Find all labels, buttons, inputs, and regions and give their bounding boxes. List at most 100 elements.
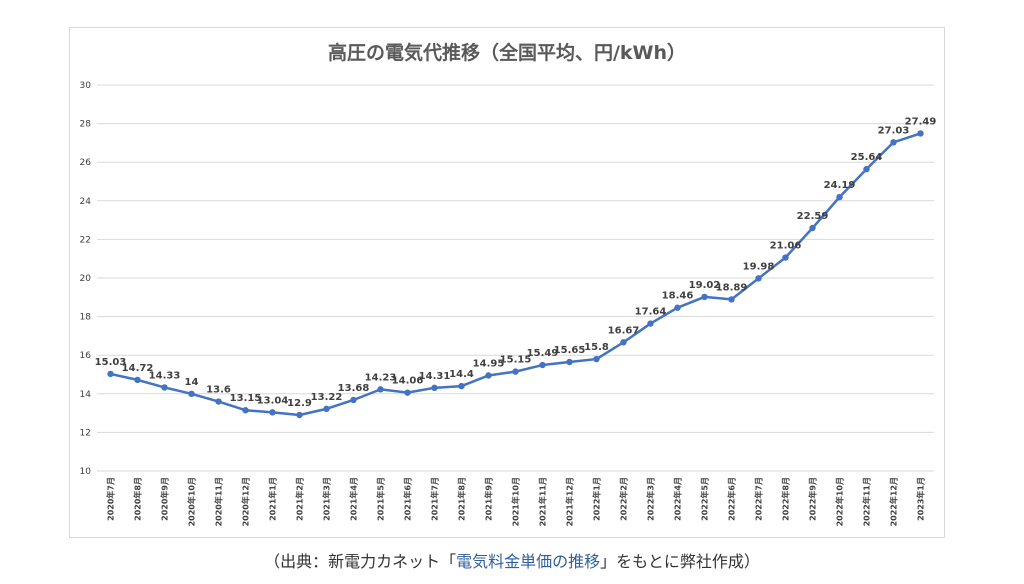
data-point bbox=[809, 224, 816, 232]
data-label: 27.49 bbox=[905, 116, 937, 127]
y-tick-label: 24 bbox=[80, 197, 92, 207]
data-label: 16.67 bbox=[608, 325, 640, 336]
data-point bbox=[647, 320, 654, 327]
x-tick-label: 2022年6月 bbox=[727, 477, 737, 521]
y-tick-label: 28 bbox=[80, 120, 92, 130]
data-point bbox=[107, 370, 114, 378]
data-label: 12.9 bbox=[287, 398, 312, 409]
data-label: 24.19 bbox=[824, 180, 856, 191]
x-tick-label: 2020年8月 bbox=[133, 477, 143, 521]
data-point bbox=[890, 139, 897, 146]
data-label: 25.64 bbox=[851, 152, 883, 163]
x-tick-label: 2022年5月 bbox=[700, 477, 710, 521]
x-tick-label: 2022年7月 bbox=[754, 477, 764, 521]
data-label: 14.4 bbox=[449, 369, 474, 380]
data-point bbox=[350, 396, 357, 404]
chart-frame: 高圧の電気代推移（全国平均、円/kWh） 10 12 14 16 18 20 22 24 26 2… bbox=[69, 27, 945, 538]
data-label: 13.15 bbox=[230, 393, 262, 404]
data-label: 13.22 bbox=[311, 392, 343, 403]
data-label: 13.68 bbox=[338, 383, 370, 394]
x-tick-label: 2022年2月 bbox=[619, 477, 629, 521]
x-tick-label: 2021年10月 bbox=[511, 477, 521, 526]
data-point bbox=[539, 361, 546, 369]
x-tick-label: 2021年3月 bbox=[322, 477, 332, 521]
data-label: 14.72 bbox=[122, 363, 154, 374]
data-point bbox=[485, 372, 492, 379]
data-label: 14.33 bbox=[149, 370, 181, 381]
y-tick-label: 22 bbox=[80, 235, 91, 245]
data-point bbox=[269, 409, 276, 416]
source-link[interactable]: 電気料金単価の推移 bbox=[456, 552, 601, 571]
data-label: 17.64 bbox=[635, 307, 667, 318]
y-tick-label: 26 bbox=[80, 158, 92, 168]
line-chart: 10 12 14 16 18 20 22 24 26 28 30 2020年7月 2020年8月 2020… bbox=[80, 81, 937, 526]
x-tick-label: 2021年4月 bbox=[349, 477, 359, 521]
x-tick-label: 2021年2月 bbox=[295, 477, 305, 521]
data-label: 19.02 bbox=[689, 280, 721, 291]
data-point bbox=[566, 358, 573, 366]
data-point bbox=[377, 386, 384, 393]
data-label: 14.95 bbox=[473, 358, 505, 369]
data-point bbox=[782, 254, 789, 261]
y-tick-label: 10 bbox=[80, 467, 92, 477]
x-tick-label: 2022年4月 bbox=[673, 477, 683, 521]
data-label: 15.8 bbox=[584, 342, 609, 353]
x-tick-label: 2022年10月 bbox=[835, 477, 845, 526]
data-point bbox=[512, 368, 519, 375]
data-point bbox=[188, 390, 195, 397]
data-point bbox=[296, 411, 303, 419]
x-tick-label: 2020年9月 bbox=[160, 477, 170, 521]
x-tick-label: 2022年3月 bbox=[646, 477, 656, 521]
data-label: 18.46 bbox=[662, 291, 694, 302]
data-point bbox=[593, 355, 600, 363]
x-tick-label: 2021年9月 bbox=[484, 477, 494, 521]
data-point bbox=[458, 382, 465, 390]
data-point bbox=[431, 384, 438, 392]
data-label: 14.31 bbox=[419, 371, 451, 382]
x-tick-label: 2021年5月 bbox=[376, 477, 386, 521]
caption-suffix: 」をもとに弊社作成） bbox=[600, 552, 760, 571]
data-label: 19.98 bbox=[743, 261, 775, 272]
x-tick-label: 2021年1月 bbox=[268, 477, 278, 521]
x-tick-label: 2020年11月 bbox=[214, 477, 224, 526]
data-label: 15.49 bbox=[527, 348, 559, 359]
y-tick-label: 30 bbox=[80, 81, 92, 91]
data-label: 15.65 bbox=[554, 345, 586, 356]
x-tick-label: 2022年11月 bbox=[862, 477, 872, 526]
x-tick-label: 2022年1月 bbox=[592, 477, 602, 521]
data-point bbox=[215, 398, 222, 405]
data-point bbox=[863, 165, 870, 173]
x-tick-label: 2021年7月 bbox=[430, 477, 440, 521]
data-point bbox=[404, 389, 411, 396]
data-point bbox=[728, 296, 735, 303]
x-tick-label: 2021年11月 bbox=[538, 477, 548, 526]
y-tick-label: 12 bbox=[80, 428, 91, 438]
data-point bbox=[242, 407, 249, 414]
data-label: 13.04 bbox=[257, 395, 289, 406]
x-tick-label: 2020年12月 bbox=[241, 477, 251, 526]
x-tick-label: 2021年6月 bbox=[403, 477, 413, 521]
data-point bbox=[755, 275, 762, 282]
y-tick-label: 20 bbox=[80, 274, 92, 284]
data-label: 14 bbox=[185, 377, 199, 388]
y-tick-label: 16 bbox=[80, 351, 92, 361]
chart-title: 高圧の電気代推移（全国平均、円/kWh） bbox=[327, 42, 687, 64]
data-label: 15.03 bbox=[95, 357, 127, 368]
data-point bbox=[701, 293, 708, 301]
x-tick-label: 2021年8月 bbox=[457, 477, 467, 521]
data-point bbox=[323, 405, 330, 413]
data-point bbox=[836, 193, 843, 201]
y-tick-label: 14 bbox=[80, 390, 92, 400]
data-point bbox=[161, 384, 168, 391]
caption-prefix: （出典：新電力カネット「 bbox=[264, 552, 457, 571]
x-tick-label: 2021年12月 bbox=[565, 477, 575, 526]
x-tick-label: 2020年10月 bbox=[187, 477, 197, 526]
data-point bbox=[134, 376, 141, 384]
data-point bbox=[917, 130, 924, 137]
source-caption: （出典：新電力カネット「電気料金単価の推移」をもとに弊社作成） bbox=[0, 548, 1024, 572]
data-label: 27.03 bbox=[878, 125, 910, 136]
data-point bbox=[620, 339, 627, 346]
x-tick-label: 2020年7月 bbox=[106, 477, 116, 521]
x-tick-label: 2022年9月 bbox=[808, 477, 818, 521]
data-point bbox=[674, 304, 681, 311]
